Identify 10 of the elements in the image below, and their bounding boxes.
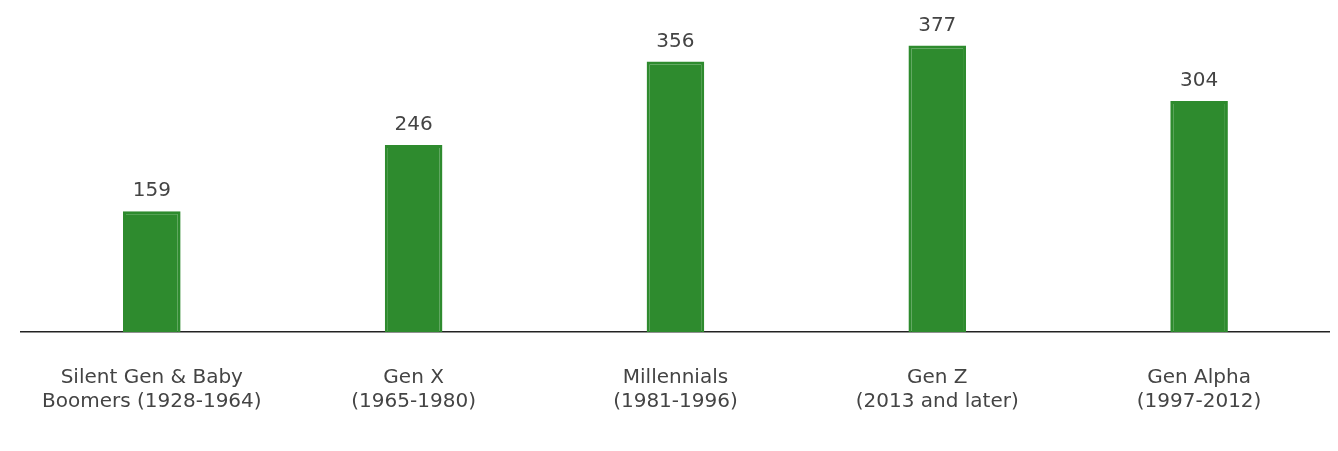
data-label: 377 (918, 11, 957, 36)
data-label: 246 (394, 111, 433, 136)
x-tick-label: Gen Z (2013 and later) (855, 364, 1019, 413)
data-label: 304 (1180, 67, 1219, 92)
x-tick-label: Silent Gen & Baby Boomers (1928-1964) (42, 364, 262, 413)
x-tick-label: Millennials (1981-1996) (613, 364, 738, 413)
x-tick-label: Gen Alpha (1997-2012) (1136, 364, 1262, 413)
x-tick-label: Gen X (1965-1980) (351, 364, 476, 413)
data-label: 356 (656, 27, 695, 52)
data-label: 159 (132, 177, 171, 202)
